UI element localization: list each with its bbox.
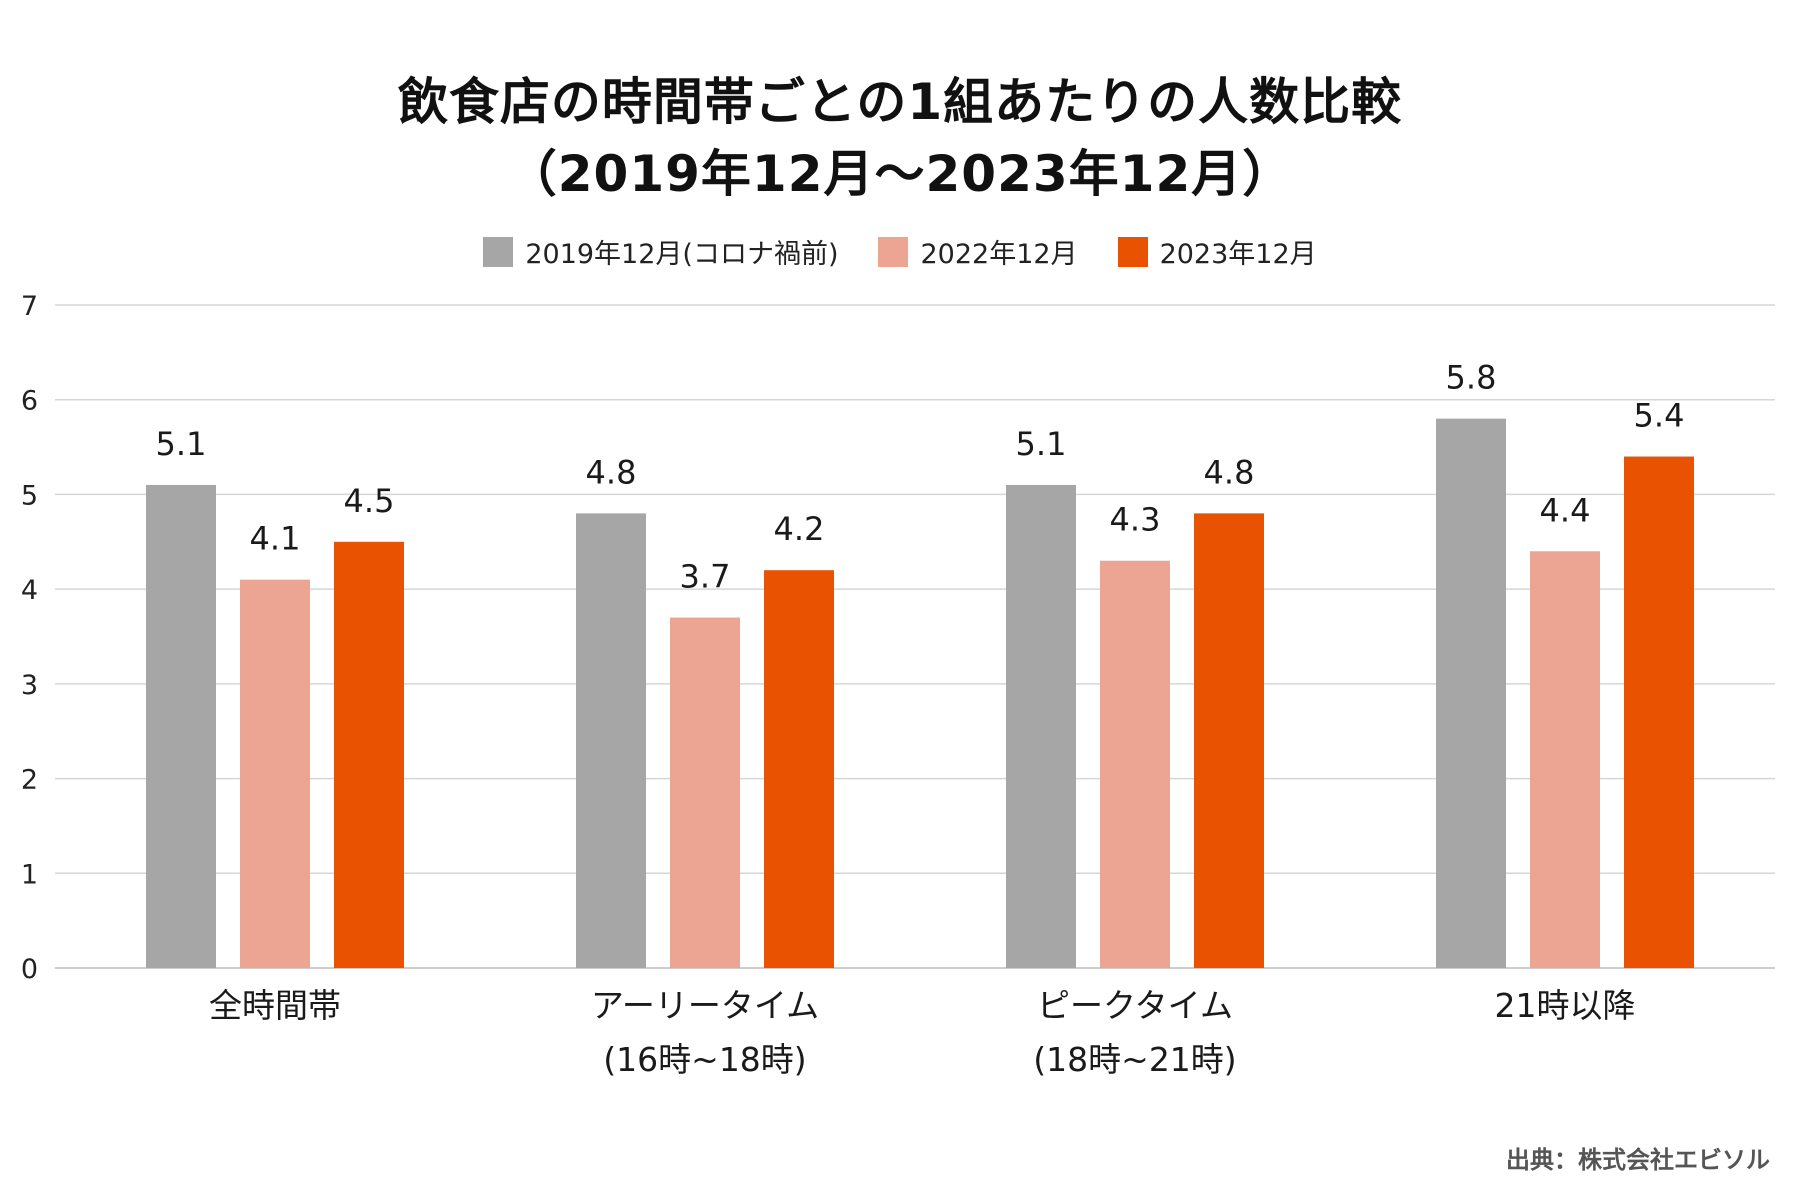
data-label-series2-cat1: 4.2: [774, 510, 825, 548]
bar-series1-cat1: [670, 617, 740, 968]
bar-series2-cat0: [334, 541, 404, 968]
legend-item-2022: 2022年12月: [878, 232, 1078, 271]
data-label-series0-cat0: 5.1: [156, 425, 207, 463]
data-label-series0-cat1: 4.8: [586, 453, 637, 491]
y-tick-label-6: 6: [21, 386, 38, 417]
bar-series1-cat0: [240, 579, 310, 968]
y-tick-label-2: 2: [21, 765, 38, 796]
legend-item-2023: 2023年12月: [1117, 232, 1317, 271]
data-label-series2-cat0: 4.5: [344, 482, 395, 520]
legend-swatch-2022: [878, 236, 909, 267]
data-label-series1-cat2: 4.3: [1110, 501, 1161, 539]
legend-label-2023: 2023年12月: [1159, 239, 1317, 270]
legend-swatch-2023: [1117, 236, 1148, 267]
data-label-series1-cat1: 3.7: [680, 558, 731, 596]
data-label-series2-cat2: 4.8: [1204, 453, 1255, 491]
chart-subtitle: （2019年12月～2023年12月）: [506, 145, 1294, 203]
bar-series1-cat3: [1530, 551, 1600, 968]
chart-legend: 2019年12月(コロナ禍前) 2022年12月 2023年12月: [0, 232, 1800, 271]
category-label-1-line1: (16時~18時): [603, 1040, 806, 1079]
category-label-2-line1: (18時~21時): [1033, 1040, 1236, 1079]
y-tick-label-3: 3: [21, 670, 38, 701]
y-tick-label-4: 4: [21, 575, 38, 606]
category-label-0-line0: 全時間帯: [209, 986, 341, 1025]
y-tick-label-7: 7: [21, 291, 38, 322]
data-label-series0-cat2: 5.1: [1016, 425, 1067, 463]
data-label-series2-cat3: 5.4: [1634, 397, 1685, 435]
legend-label-2022: 2022年12月: [920, 239, 1078, 270]
chart-title: 飲食店の時間帯ごとの1組あたりの人数比較: [397, 73, 1403, 131]
category-label-2-line0: ピークタイム: [1037, 986, 1233, 1025]
legend-item-2019: 2019年12月(コロナ禍前): [483, 232, 838, 271]
data-label-series0-cat3: 5.8: [1446, 359, 1497, 397]
y-tick-label-0: 0: [21, 954, 38, 985]
bar-series2-cat3: [1624, 456, 1694, 968]
bar-series0-cat1: [576, 513, 646, 968]
bar-series0-cat3: [1436, 418, 1506, 969]
data-label-series1-cat3: 4.4: [1540, 491, 1591, 529]
category-label-3-line0: 21時以降: [1495, 986, 1636, 1025]
bar-series0-cat0: [146, 484, 216, 968]
legend-swatch-2019: [483, 236, 514, 267]
legend-label-2019: 2019年12月(コロナ禍前): [525, 239, 839, 270]
y-tick-label-1: 1: [21, 859, 38, 890]
bar-series2-cat2: [1194, 513, 1264, 968]
category-label-1-line0: アーリータイム: [591, 986, 819, 1025]
bar-series1-cat2: [1100, 560, 1170, 968]
source-credit: 出典：株式会社エビソル: [1506, 1146, 1770, 1174]
bar-series0-cat2: [1006, 484, 1076, 968]
data-label-series1-cat0: 4.1: [250, 520, 301, 558]
y-tick-label-5: 5: [21, 480, 38, 511]
bar-series2-cat1: [764, 570, 834, 968]
